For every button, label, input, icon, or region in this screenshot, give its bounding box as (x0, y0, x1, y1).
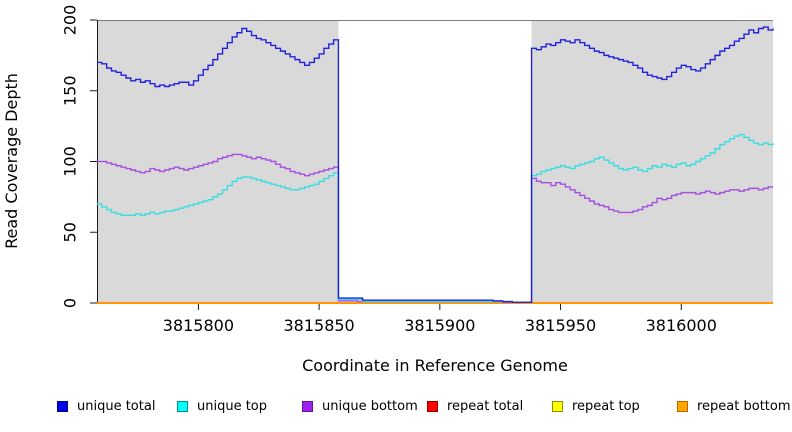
y-tick-label: 100 (61, 146, 80, 177)
legend-item-repeat-bottom: repeat bottom (677, 396, 791, 414)
coverage-chart: 0 50 100 150 200 3815800 3815850 3815900 3815950… (2, 5, 774, 375)
legend-item-unique-bottom: unique bottom (302, 396, 418, 414)
legend-label: repeat bottom (697, 399, 791, 414)
legend-item-unique-total: unique total (57, 396, 156, 414)
y-tick-label: 0 (61, 298, 80, 308)
legend-label: repeat total (447, 399, 524, 414)
legend-swatch-unique-bottom (302, 401, 313, 412)
legend-item-repeat-total: repeat total (427, 396, 524, 414)
legend-swatch-repeat-top (552, 401, 563, 412)
series-unique-top (97, 133, 774, 303)
legend-swatch-repeat-total (427, 401, 438, 412)
legend-label: unique total (77, 399, 156, 414)
series-unique-total (97, 26, 774, 303)
plot-area: 0 50 100 150 200 3815800 3815850 3815900 3815950… (61, 5, 774, 335)
y-tick-label: 50 (61, 222, 80, 242)
y-axis-title: Read Coverage Depth (2, 73, 21, 249)
x-axis-title: Coordinate in Reference Genome (302, 356, 568, 375)
legend-label: repeat top (572, 399, 640, 414)
legend-swatch-unique-top (177, 401, 188, 412)
x-tick-label: 3815900 (404, 316, 475, 335)
legend-item-repeat-top: repeat top (552, 396, 640, 414)
legend-item-unique-top: unique top (177, 396, 268, 414)
x-tick-label: 3815800 (163, 316, 234, 335)
legend: unique total unique top unique bottom re… (0, 396, 792, 416)
x-tick-label: 3815950 (525, 316, 596, 335)
legend-label: unique top (197, 399, 268, 414)
coverage-region-shading (531, 20, 773, 303)
x-tick-label: 3815850 (283, 316, 354, 335)
legend-swatch-repeat-bottom (677, 401, 688, 412)
y-tick-label: 150 (61, 75, 80, 106)
y-tick-label: 200 (61, 5, 80, 36)
legend-label: unique bottom (322, 399, 418, 414)
x-tick-label: 3816000 (646, 316, 717, 335)
legend-swatch-unique-total (57, 401, 68, 412)
